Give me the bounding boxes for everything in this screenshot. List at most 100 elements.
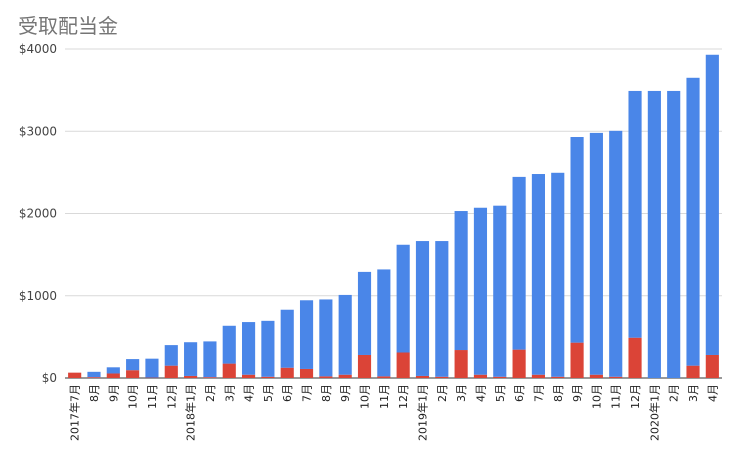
bar-segment-blue <box>299 300 314 369</box>
x-tick-label: 2017年7月 <box>68 384 82 441</box>
x-tick-label: 5月 <box>262 384 275 402</box>
x-tick-label: 10月 <box>127 384 140 409</box>
x-tick-label: 11月 <box>610 384 623 409</box>
bar-segment-blue <box>377 269 391 377</box>
bar-segment-blue <box>512 176 526 350</box>
x-tick-label: 12月 <box>165 384 178 409</box>
bar-segment-blue <box>184 342 198 376</box>
x-tick-label: 5月 <box>494 384 507 402</box>
bar-segment-blue <box>242 322 256 375</box>
bar-segment-blue <box>628 90 642 338</box>
bar-segment-blue <box>454 211 468 351</box>
bar-segment-blue <box>667 90 681 378</box>
x-tick-label: 8月 <box>88 384 101 402</box>
x-tick-label: 9月 <box>339 384 352 402</box>
x-tick-label: 8月 <box>320 384 333 402</box>
bar-segment-blue <box>222 325 236 364</box>
bar-segment-blue <box>647 90 661 378</box>
bar-segment-red <box>686 365 700 378</box>
y-tick-label: $1000 <box>19 289 57 303</box>
x-tick-label: 3月 <box>455 384 468 402</box>
bar-segment-red <box>87 377 101 378</box>
gridlines <box>65 48 722 379</box>
bar-segment-blue <box>686 77 700 366</box>
y-tick-label: $3000 <box>19 124 57 138</box>
bar-segment-blue <box>705 54 719 355</box>
bar-segment-blue <box>261 320 275 377</box>
bar-segment-blue <box>415 241 430 376</box>
bar-segment-red <box>319 376 333 378</box>
bar-segment-blue <box>203 341 217 378</box>
bar-segment-red <box>705 354 719 378</box>
x-tick-label: 12月 <box>397 384 410 409</box>
x-tick-label: 10月 <box>359 384 372 409</box>
bar-segment-blue <box>106 367 120 374</box>
x-tick-label: 11月 <box>378 384 391 409</box>
bar-segment-blue <box>145 358 159 378</box>
x-tick-label: 9月 <box>571 384 584 402</box>
x-tick-label: 4月 <box>243 384 256 402</box>
bar-segment-red <box>628 337 642 378</box>
bar-segment-red <box>454 350 468 378</box>
x-tick-label: 4月 <box>706 384 719 402</box>
bar-segment-red <box>242 374 256 378</box>
bar-segment-blue <box>531 174 545 375</box>
bar-segment-blue <box>551 172 565 377</box>
bar-segment-blue <box>396 244 410 353</box>
bar-segment-blue <box>473 207 488 375</box>
bar-segment-red <box>493 376 507 378</box>
bar-segment-blue <box>609 130 623 377</box>
bar-segment-red <box>570 342 584 378</box>
x-tick-label: 2020年1月 <box>647 384 661 441</box>
x-tick-label: 7月 <box>532 384 545 402</box>
x-tick-label: 8月 <box>552 384 565 402</box>
x-tick-label: 2月 <box>436 384 449 402</box>
bar-segment-red <box>164 365 178 378</box>
bar-segment-red <box>551 376 565 378</box>
bar-segment-red <box>280 367 294 378</box>
bar-segment-red <box>222 363 236 378</box>
x-tick-label: 10月 <box>590 384 603 409</box>
x-tick-label: 4月 <box>474 384 487 402</box>
x-tick-label: 2月 <box>204 384 217 402</box>
bar-segment-red <box>106 373 120 378</box>
x-tick-label: 6月 <box>281 384 294 402</box>
bar-segment-red <box>415 375 430 378</box>
bar-segment-red <box>589 374 603 378</box>
bar-segment-red <box>473 374 488 378</box>
x-tick-label: 12月 <box>629 384 642 409</box>
bar-segment-blue <box>435 241 449 377</box>
x-axis-ticks: 2017年7月 8月 9月 10月 11月 12月 2018年1月 2月 3月 4月 5月 6月 7月 8… <box>68 384 720 441</box>
x-tick-label: 9月 <box>107 384 120 402</box>
y-tick-label: $0 <box>42 371 57 385</box>
bar-segment-blue <box>164 345 178 366</box>
bar-segment-red <box>396 352 410 378</box>
x-tick-label: 2月 <box>668 384 681 402</box>
bar-segment-red <box>609 376 623 378</box>
x-tick-label: 2019年1月 <box>415 384 429 441</box>
bar-segment-blue <box>589 132 603 375</box>
y-tick-label: $4000 <box>19 42 57 56</box>
x-tick-label: 3月 <box>687 384 700 402</box>
bar-segment-blue <box>280 309 294 368</box>
bar-segment-blue <box>338 294 352 375</box>
y-axis-ticks: $0 $1000 $2000 $3000 $4000 <box>19 42 57 385</box>
bar-segment-blue <box>570 137 584 343</box>
x-tick-label: 7月 <box>301 384 314 402</box>
bar-segment-red <box>357 354 372 378</box>
bar-segment-red <box>377 376 391 378</box>
bar-segment-red <box>338 374 352 378</box>
bar-segment-red <box>68 372 82 378</box>
bar-segment-red <box>184 375 198 378</box>
bar-segment-red <box>126 370 140 378</box>
bars <box>68 54 719 378</box>
bar-segment-red <box>203 377 217 378</box>
bar-segment-red <box>512 349 526 378</box>
x-tick-label: 11月 <box>146 384 159 409</box>
bar-segment-red <box>435 376 449 378</box>
chart-title: 受取配当金 <box>18 14 118 38</box>
bar-segment-blue <box>126 359 140 371</box>
bar-segment-blue <box>87 371 101 378</box>
bar-segment-blue <box>357 271 372 355</box>
bar-segment-red <box>299 368 314 378</box>
